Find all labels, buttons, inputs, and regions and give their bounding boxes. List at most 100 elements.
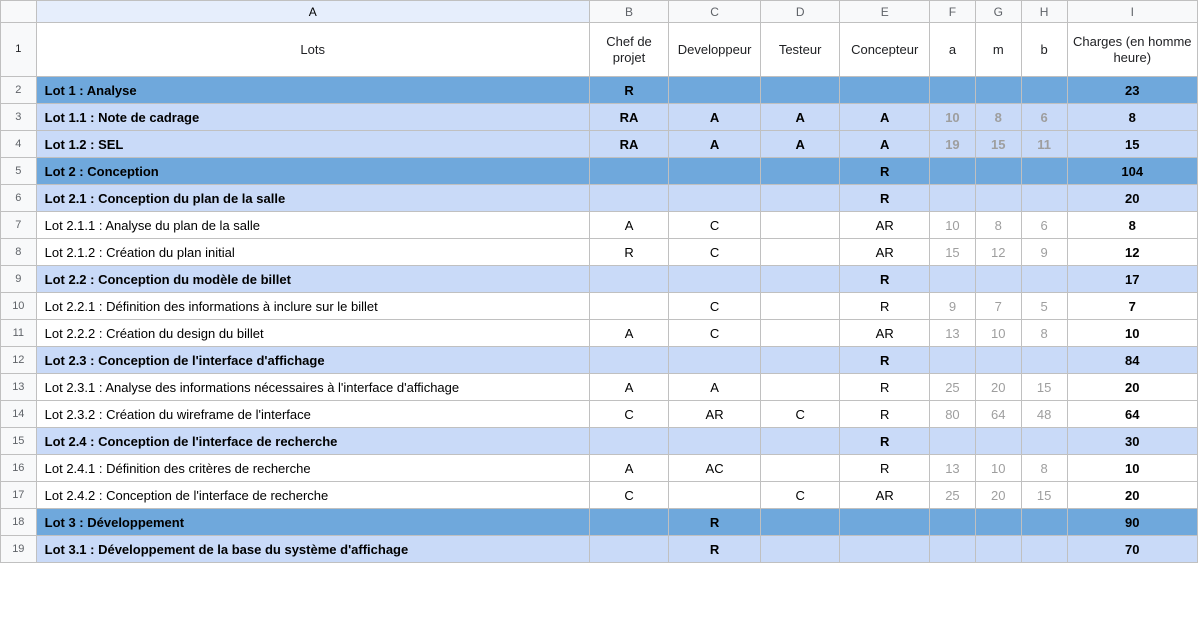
cell-developpeur[interactable]: R xyxy=(669,509,761,536)
row-number[interactable]: 11 xyxy=(1,320,37,347)
cell-lots[interactable]: Lot 2 : Conception xyxy=(36,158,589,185)
cell-b[interactable] xyxy=(1021,428,1067,455)
cell-chef-projet[interactable]: A xyxy=(589,374,668,401)
cell-m[interactable]: 12 xyxy=(975,239,1021,266)
cell-a[interactable] xyxy=(930,536,976,563)
cell-lots[interactable]: Lot 3 : Développement xyxy=(36,509,589,536)
cell-testeur[interactable]: A xyxy=(760,104,839,131)
cell-lots[interactable]: Lot 1 : Analyse xyxy=(36,77,589,104)
cell-b[interactable]: 15 xyxy=(1021,482,1067,509)
cell-testeur[interactable] xyxy=(760,320,839,347)
cell-developpeur[interactable]: C xyxy=(669,293,761,320)
cell-concepteur[interactable] xyxy=(840,509,930,536)
cell-chef-projet[interactable]: RA xyxy=(589,104,668,131)
cell-chef-projet[interactable]: C xyxy=(589,401,668,428)
row-number[interactable]: 13 xyxy=(1,374,37,401)
cell-m[interactable]: 8 xyxy=(975,104,1021,131)
cell-b[interactable] xyxy=(1021,266,1067,293)
cell-m[interactable] xyxy=(975,536,1021,563)
cell-concepteur[interactable]: A xyxy=(840,104,930,131)
cell-lots[interactable]: Lot 2.4.1 : Définition des critères de r… xyxy=(36,455,589,482)
cell-lots[interactable]: Lot 3.1 : Développement de la base du sy… xyxy=(36,536,589,563)
row-number[interactable]: 2 xyxy=(1,77,37,104)
cell-b[interactable] xyxy=(1021,347,1067,374)
cell-a[interactable] xyxy=(930,77,976,104)
cell-lots[interactable]: Lot 2.3.2 : Création du wireframe de l'i… xyxy=(36,401,589,428)
cell-lots[interactable]: Lot 2.2.1 : Définition des informations … xyxy=(36,293,589,320)
hdr-b[interactable]: b xyxy=(1021,23,1067,77)
cell-charge[interactable]: 84 xyxy=(1067,347,1198,374)
col-letter-I[interactable]: I xyxy=(1067,1,1198,23)
cell-m[interactable]: 10 xyxy=(975,455,1021,482)
row-number[interactable]: 16 xyxy=(1,455,37,482)
cell-developpeur[interactable]: AC xyxy=(669,455,761,482)
cell-testeur[interactable]: A xyxy=(760,131,839,158)
cell-testeur[interactable] xyxy=(760,293,839,320)
cell-b[interactable]: 9 xyxy=(1021,239,1067,266)
cell-lots[interactable]: Lot 2.2 : Conception du modèle de billet xyxy=(36,266,589,293)
cell-testeur[interactable] xyxy=(760,77,839,104)
hdr-a[interactable]: a xyxy=(930,23,976,77)
cell-a[interactable]: 25 xyxy=(930,374,976,401)
cell-testeur[interactable]: C xyxy=(760,401,839,428)
col-letter-B[interactable]: B xyxy=(589,1,668,23)
cell-lots[interactable]: Lot 2.4.2 : Conception de l'interface de… xyxy=(36,482,589,509)
cell-charge[interactable]: 20 xyxy=(1067,374,1198,401)
cell-b[interactable]: 6 xyxy=(1021,212,1067,239)
cell-chef-projet[interactable] xyxy=(589,293,668,320)
cell-concepteur[interactable]: R xyxy=(840,455,930,482)
cell-concepteur[interactable] xyxy=(840,536,930,563)
cell-m[interactable] xyxy=(975,428,1021,455)
cell-b[interactable]: 48 xyxy=(1021,401,1067,428)
cell-a[interactable] xyxy=(930,158,976,185)
cell-a[interactable] xyxy=(930,428,976,455)
cell-developpeur[interactable] xyxy=(669,185,761,212)
cell-chef-projet[interactable]: C xyxy=(589,482,668,509)
cell-charge[interactable]: 20 xyxy=(1067,185,1198,212)
cell-concepteur[interactable]: R xyxy=(840,374,930,401)
cell-testeur[interactable] xyxy=(760,374,839,401)
cell-lots[interactable]: Lot 2.1.1 : Analyse du plan de la salle xyxy=(36,212,589,239)
row-number[interactable]: 10 xyxy=(1,293,37,320)
col-letter-A[interactable]: A xyxy=(36,1,589,23)
cell-m[interactable]: 10 xyxy=(975,320,1021,347)
cell-chef-projet[interactable] xyxy=(589,347,668,374)
cell-m[interactable] xyxy=(975,158,1021,185)
cell-b[interactable] xyxy=(1021,185,1067,212)
row-number[interactable]: 17 xyxy=(1,482,37,509)
cell-a[interactable] xyxy=(930,347,976,374)
cell-testeur[interactable] xyxy=(760,239,839,266)
cell-chef-projet[interactable]: R xyxy=(589,77,668,104)
cell-charge[interactable]: 8 xyxy=(1067,104,1198,131)
cell-developpeur[interactable]: A xyxy=(669,131,761,158)
row-number[interactable]: 5 xyxy=(1,158,37,185)
col-letter-F[interactable]: F xyxy=(930,1,976,23)
hdr-lots[interactable]: Lots xyxy=(36,23,589,77)
cell-concepteur[interactable] xyxy=(840,77,930,104)
cell-chef-projet[interactable]: A xyxy=(589,320,668,347)
row-number[interactable]: 7 xyxy=(1,212,37,239)
row-number[interactable]: 14 xyxy=(1,401,37,428)
cell-m[interactable]: 15 xyxy=(975,131,1021,158)
cell-charge[interactable]: 20 xyxy=(1067,482,1198,509)
row-number[interactable]: 19 xyxy=(1,536,37,563)
cell-concepteur[interactable]: R xyxy=(840,293,930,320)
cell-concepteur[interactable]: R xyxy=(840,266,930,293)
cell-a[interactable] xyxy=(930,185,976,212)
cell-b[interactable]: 6 xyxy=(1021,104,1067,131)
hdr-charge[interactable]: Charges (en homme heure) xyxy=(1067,23,1198,77)
cell-a[interactable]: 13 xyxy=(930,320,976,347)
cell-developpeur[interactable]: C xyxy=(669,239,761,266)
cell-a[interactable]: 80 xyxy=(930,401,976,428)
hdr-test[interactable]: Testeur xyxy=(760,23,839,77)
cell-concepteur[interactable]: R xyxy=(840,185,930,212)
cell-b[interactable]: 11 xyxy=(1021,131,1067,158)
cell-concepteur[interactable]: R xyxy=(840,401,930,428)
cell-charge[interactable]: 10 xyxy=(1067,455,1198,482)
cell-b[interactable] xyxy=(1021,77,1067,104)
cell-m[interactable] xyxy=(975,77,1021,104)
cell-concepteur[interactable]: AR xyxy=(840,320,930,347)
cell-m[interactable]: 8 xyxy=(975,212,1021,239)
cell-developpeur[interactable] xyxy=(669,482,761,509)
cell-chef-projet[interactable] xyxy=(589,266,668,293)
